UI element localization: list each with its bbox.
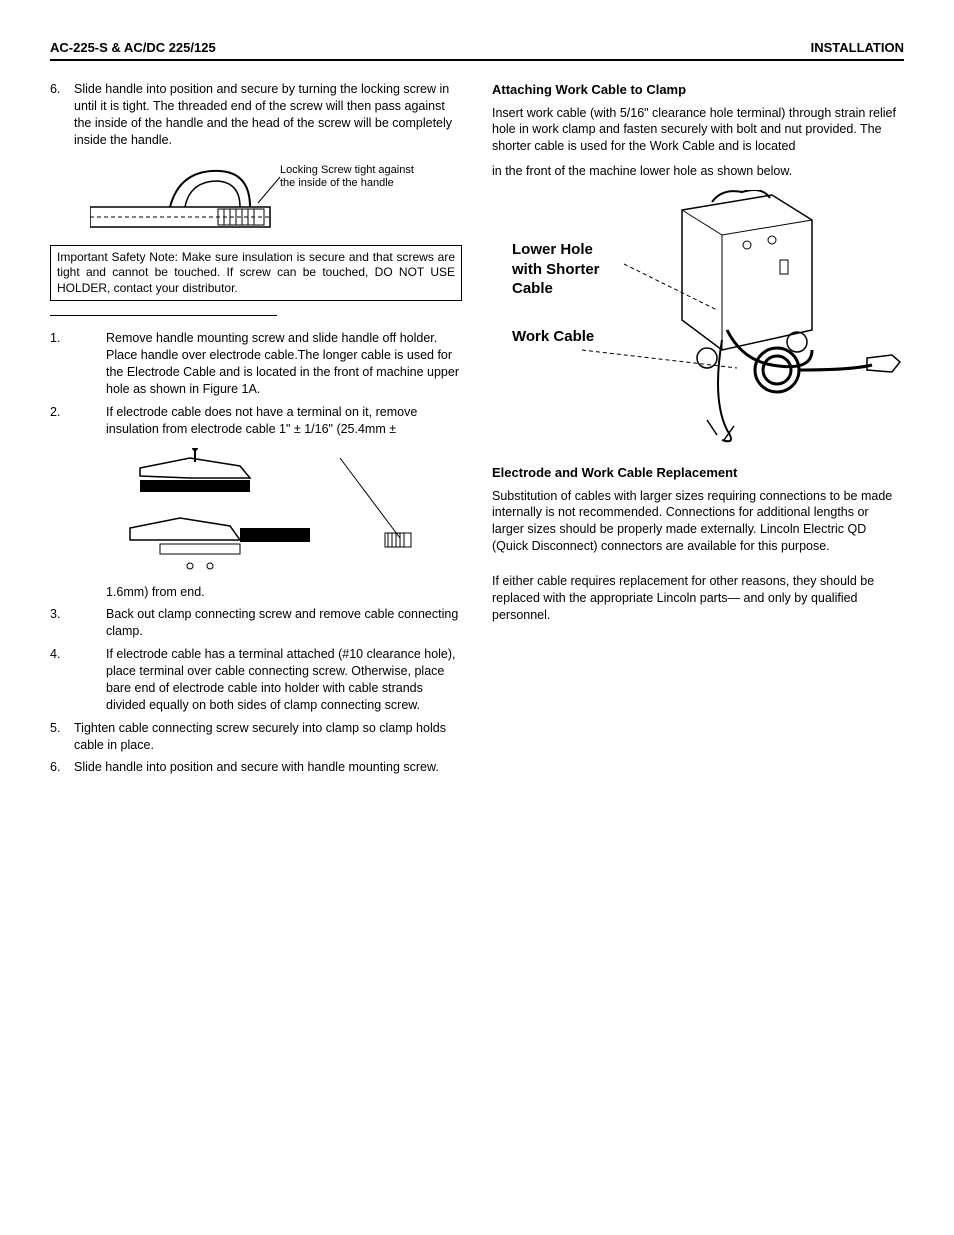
figure-machine-cable: Lower Hole with Shorter Cable Work Cable: [512, 190, 904, 450]
step-6-top: 6. Slide handle into position and secure…: [50, 81, 462, 149]
list-item: 3. Back out clamp connecting screw and r…: [50, 606, 462, 640]
page: AC-225-S & AC/DC 225/125 INSTALLATION 6.…: [0, 0, 954, 822]
list-item: 4. If electrode cable has a terminal att…: [50, 646, 462, 714]
step-number: 1.: [50, 330, 100, 398]
step-text: Remove handle mounting screw and slide h…: [106, 330, 462, 398]
safety-note-box: Important Safety Note: Make sure insulat…: [50, 245, 462, 302]
step-number: 5.: [50, 720, 68, 754]
machine-diagram-icon: [512, 190, 902, 450]
step-text: Tighten cable connecting screw securely …: [74, 720, 462, 754]
step-text: If electrode cable has a terminal attach…: [106, 646, 462, 714]
step-number: 3.: [50, 606, 100, 640]
step-number: 6.: [50, 81, 68, 149]
heading-attaching-work-cable: Attaching Work Cable to Clamp: [492, 81, 904, 99]
step-number: 6.: [50, 759, 68, 776]
step-text: Back out clamp connecting screw and remo…: [106, 606, 462, 640]
left-column: 6. Slide handle into position and secure…: [50, 81, 462, 782]
header-right: INSTALLATION: [811, 40, 904, 55]
step-number: [50, 584, 100, 601]
paragraph: Substitution of cables with larger sizes…: [492, 488, 904, 556]
two-column-layout: 6. Slide handle into position and secure…: [50, 81, 904, 782]
figure-electrode-holder: [100, 448, 462, 578]
step-text: Slide handle into position and secure wi…: [74, 759, 462, 776]
section-divider: [50, 315, 277, 316]
figure-caption: Locking Screw tight against the inside o…: [280, 164, 420, 190]
paragraph: Insert work cable (with 5/16" clearance …: [492, 105, 904, 156]
list-item: 2. If electrode cable does not have a te…: [50, 404, 462, 438]
right-column: Attaching Work Cable to Clamp Insert wor…: [492, 81, 904, 782]
list-item: 1. Remove handle mounting screw and slid…: [50, 330, 462, 398]
step-text: 1.6mm) from end.: [106, 584, 462, 601]
list-item: 6. Slide handle into position and secure…: [50, 759, 462, 776]
page-header: AC-225-S & AC/DC 225/125 INSTALLATION: [50, 40, 904, 61]
paragraph: in the front of the machine lower hole a…: [492, 163, 904, 180]
step-text: If electrode cable does not have a termi…: [106, 404, 462, 438]
step-text: Slide handle into position and secure by…: [74, 81, 462, 149]
heading-cable-replacement: Electrode and Work Cable Replacement: [492, 464, 904, 482]
paragraph: If either cable requires replacement for…: [492, 573, 904, 624]
step-number: 2.: [50, 404, 100, 438]
figure-handle-locking-screw: Locking Screw tight against the inside o…: [90, 159, 452, 239]
list-item: 5. Tighten cable connecting screw secure…: [50, 720, 462, 754]
list-item: 1.6mm) from end.: [50, 584, 462, 601]
header-left: AC-225-S & AC/DC 225/125: [50, 40, 216, 55]
electrode-holder-diagram-icon: [100, 448, 420, 578]
step-number: 4.: [50, 646, 100, 714]
